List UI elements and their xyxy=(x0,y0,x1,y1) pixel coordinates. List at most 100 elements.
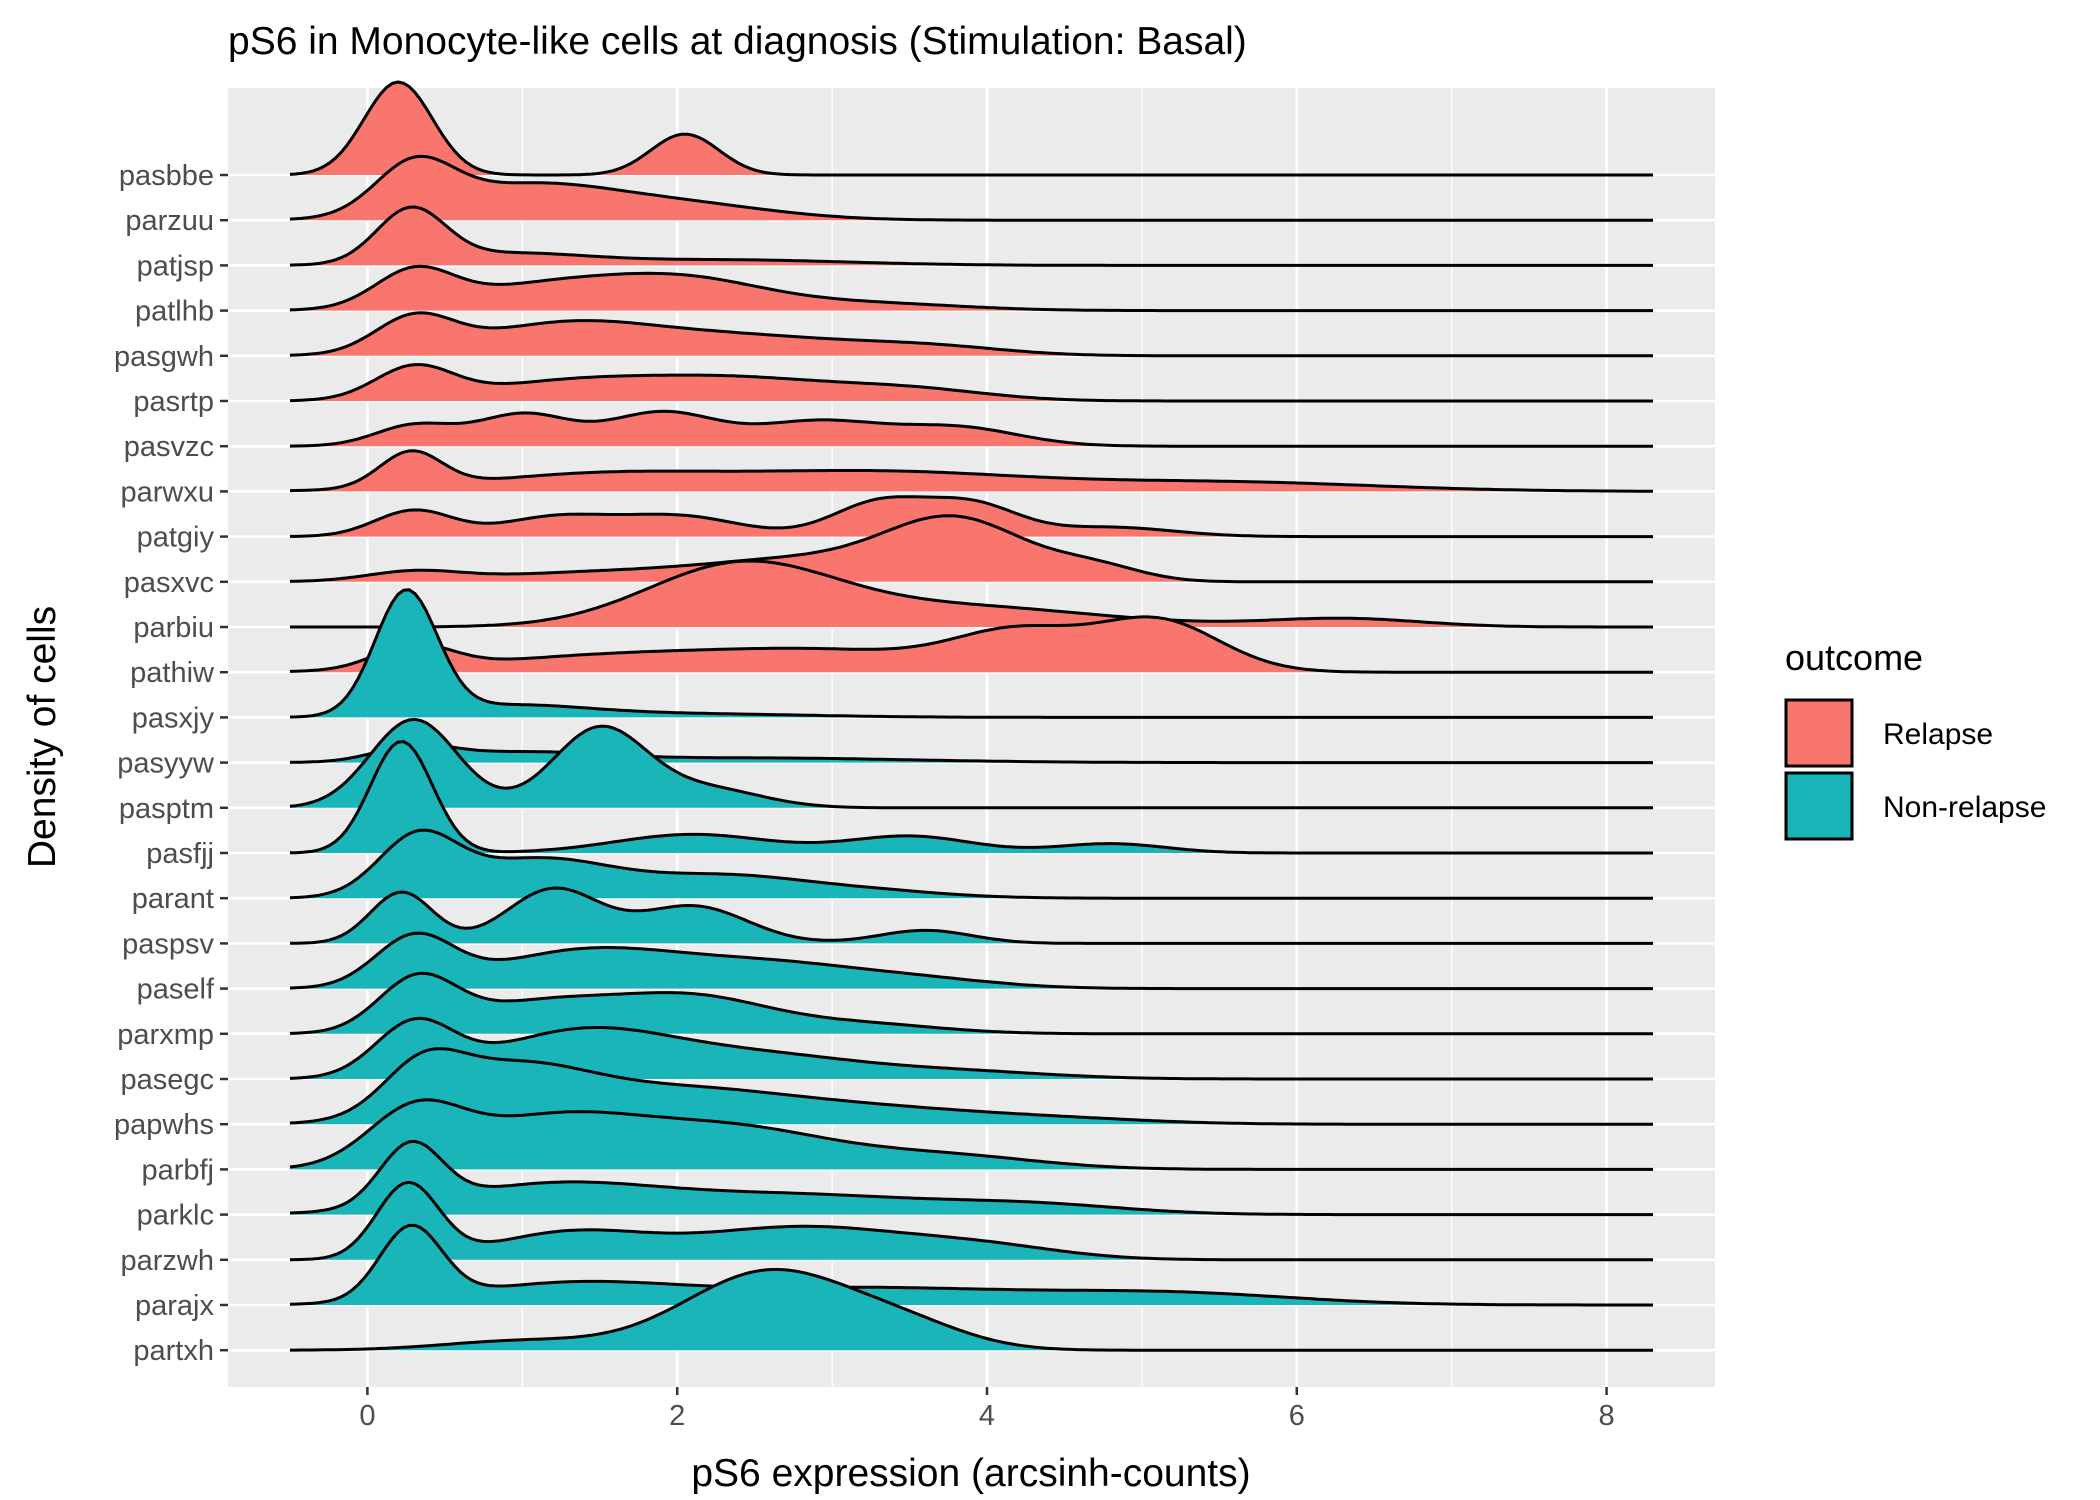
ridge-outline xyxy=(289,409,1653,448)
x-tick-label: 6 xyxy=(1289,1400,1305,1432)
legend-label: Relapse xyxy=(1883,718,1993,751)
y-tick-label: parzuu xyxy=(125,205,214,237)
ridge-fill xyxy=(290,496,1653,537)
ridge-patjsp xyxy=(289,205,1653,267)
ridge-fill xyxy=(290,364,1653,401)
ridge-outline xyxy=(289,1098,1653,1171)
ridge-outline xyxy=(289,1180,1653,1262)
x-axis-ticks: 0 2 4 6 8 xyxy=(359,1387,1615,1432)
y-tick-label: patlhb xyxy=(135,296,214,328)
y-tick-label: pasfjj xyxy=(146,838,214,870)
ridge-outline xyxy=(289,80,1653,177)
y-tick-label: parant xyxy=(132,883,214,915)
ridge-pasvzc xyxy=(289,409,1653,448)
y-tick-label: paself xyxy=(137,974,215,1006)
ridge-outline xyxy=(289,311,1653,358)
legend-label: Non-relapse xyxy=(1883,791,2046,824)
y-tick-label: paspsv xyxy=(122,928,214,960)
y-tick-label: pasptm xyxy=(119,793,214,825)
ridge-fill xyxy=(290,888,1653,944)
ridge-fill xyxy=(290,266,1653,311)
ridge-fill xyxy=(290,1269,1653,1351)
y-tick-label: patgiy xyxy=(137,522,215,554)
ridge-parxmp xyxy=(289,971,1653,1036)
y-tick-label: pasbbe xyxy=(119,160,214,192)
x-tick-label: 0 xyxy=(359,1400,375,1432)
y-tick-label: pasegc xyxy=(120,1064,214,1096)
ridge-parzwh xyxy=(289,1180,1653,1262)
ridge-paself xyxy=(289,931,1653,991)
ridge-fill xyxy=(290,1182,1653,1260)
ridge-outline xyxy=(290,1268,1653,1352)
ridge-papwhs xyxy=(289,1047,1653,1126)
ridge-outline xyxy=(289,743,1653,765)
ridge-partxh xyxy=(290,1268,1653,1352)
ridge-pasrtp xyxy=(289,363,1653,403)
ridge-pasxjy xyxy=(289,588,1653,719)
ridge-outline xyxy=(289,154,1653,222)
ridge-outline xyxy=(289,1016,1653,1081)
y-tick-label: partxh xyxy=(133,1335,214,1367)
ridge-outline xyxy=(289,1139,1653,1217)
ridge-pathiw xyxy=(289,615,1653,674)
ridge-fill xyxy=(290,411,1653,447)
ridge-outline xyxy=(290,495,1653,539)
ridge-outline xyxy=(289,363,1653,403)
y-tick-label: patjsp xyxy=(137,250,214,282)
ridge-outline xyxy=(289,449,1653,493)
ridge-outline xyxy=(289,971,1653,1036)
ridge-fill xyxy=(290,1048,1653,1125)
ridge-parant xyxy=(289,828,1653,900)
ridge-outline xyxy=(289,717,1653,810)
ridge-fill xyxy=(290,1141,1653,1215)
y-tick-label: parbfj xyxy=(141,1154,214,1186)
y-tick-label: pasyyw xyxy=(117,748,215,780)
y-tick-label: parklc xyxy=(137,1200,214,1232)
ridge-outline xyxy=(289,740,1653,855)
chart-title: pS6 in Monocyte-like cells at diagnosis … xyxy=(228,20,1247,63)
ridge-fill xyxy=(290,1225,1653,1305)
ridge-outline xyxy=(289,931,1653,991)
ridge-pasgwh xyxy=(289,311,1653,358)
y-tick-label: pasrtp xyxy=(133,386,214,418)
ridge-fill xyxy=(290,207,1653,266)
x-tick-label: 8 xyxy=(1599,1400,1615,1432)
ridge-outline xyxy=(290,559,1653,629)
y-tick-label: pasxvc xyxy=(124,567,214,599)
ridge-outline xyxy=(289,588,1653,719)
ridge-fill xyxy=(290,973,1653,1034)
y-tick-label: pathiw xyxy=(130,657,215,689)
ridge-fill xyxy=(290,719,1653,808)
legend-entries: Relapse Non-relapse xyxy=(1784,698,2046,841)
y-axis-title: Density of cells xyxy=(21,606,64,868)
y-tick-label: pasvzc xyxy=(124,431,214,463)
ridge-outline xyxy=(289,1223,1653,1307)
ridge-parbiu xyxy=(290,559,1653,629)
ridge-pasegc xyxy=(289,1016,1653,1081)
x-axis-title: pS6 expression (arcsinh-counts) xyxy=(691,1452,1250,1495)
legend-title: outcome xyxy=(1785,637,1923,678)
ridge-parbfj xyxy=(289,1098,1653,1171)
ridge-fill xyxy=(290,450,1653,492)
ridge-outline xyxy=(290,886,1653,945)
ridge-fill xyxy=(290,561,1653,627)
ridge-fill xyxy=(290,1018,1653,1079)
ridge-outline xyxy=(289,615,1653,674)
ridge-fill xyxy=(290,515,1653,582)
legend: outcome Relapse Non-relapse xyxy=(1784,637,2046,841)
ridge-parajx xyxy=(289,1223,1653,1307)
ridge-outline xyxy=(289,828,1653,900)
legend-key xyxy=(1784,771,1854,841)
y-tick-label: parbiu xyxy=(133,612,214,644)
ridge-fill xyxy=(290,933,1653,989)
ridge-patlhb xyxy=(289,264,1653,313)
ridge-outline xyxy=(289,264,1653,313)
ridge-outline xyxy=(289,205,1653,267)
ridge-pasxvc xyxy=(289,514,1653,584)
y-tick-label: parxmp xyxy=(117,1019,214,1051)
ridge-parklc xyxy=(289,1139,1653,1217)
ridge-fill xyxy=(290,589,1653,718)
y-axis-ticks: pasbbe parzuu patjsp patlhb pasgwh pasrtp pasv… xyxy=(114,160,228,1367)
ridge-outline xyxy=(289,514,1653,584)
